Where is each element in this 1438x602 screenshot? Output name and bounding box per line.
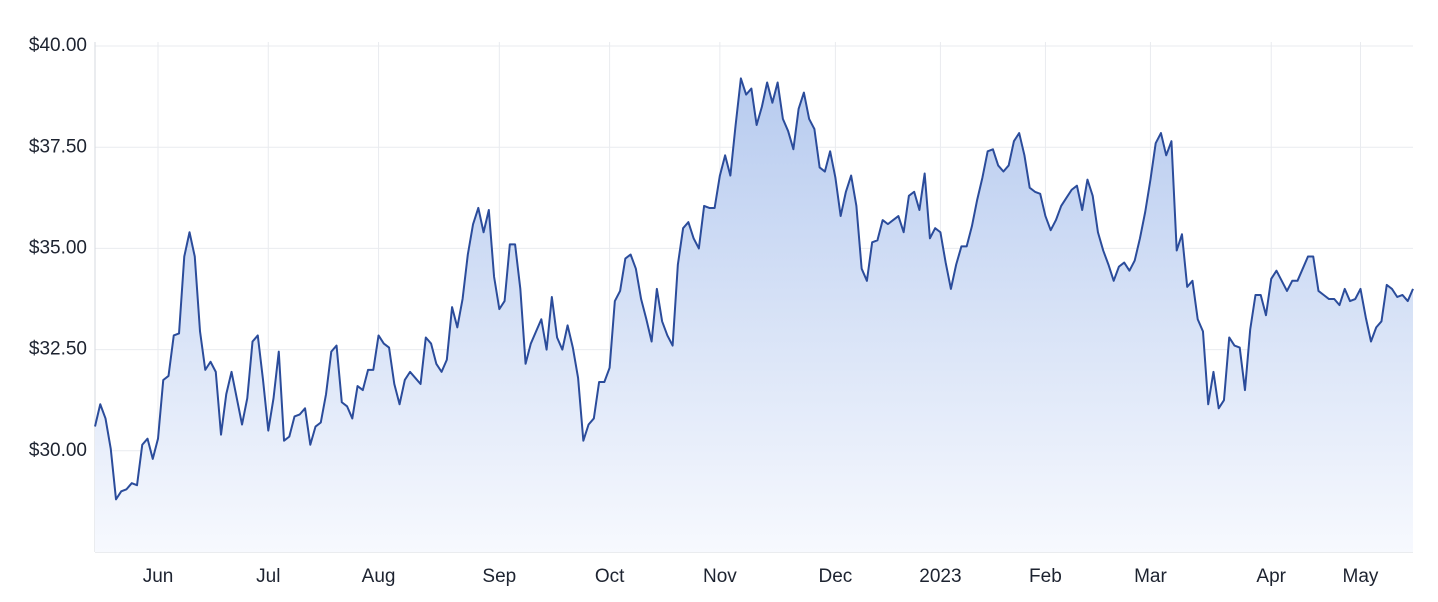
y-tick-label: $32.50 xyxy=(29,339,87,360)
x-tick-label: Apr xyxy=(1256,566,1286,587)
x-tick-label: Jun xyxy=(143,566,174,587)
price-line xyxy=(94,77,1414,501)
area-fill xyxy=(95,78,1413,553)
x-tick-label: 2023 xyxy=(919,566,961,587)
x-tick-label: Sep xyxy=(482,566,516,587)
x-tick-label: Aug xyxy=(362,566,396,587)
x-tick-label: May xyxy=(1343,566,1379,587)
y-tick-label: $35.00 xyxy=(29,237,87,258)
x-tick-label: Mar xyxy=(1134,566,1167,587)
x-tick-label: Feb xyxy=(1029,566,1062,587)
x-tick-label: Dec xyxy=(818,566,852,587)
y-tick-label: $40.00 xyxy=(29,35,87,56)
y-tick-label: $30.00 xyxy=(29,440,87,461)
x-tick-label: Jul xyxy=(256,566,280,587)
y-tick-label: $37.50 xyxy=(29,136,87,157)
x-tick-label: Nov xyxy=(703,566,737,587)
x-tick-label: Oct xyxy=(595,566,625,587)
